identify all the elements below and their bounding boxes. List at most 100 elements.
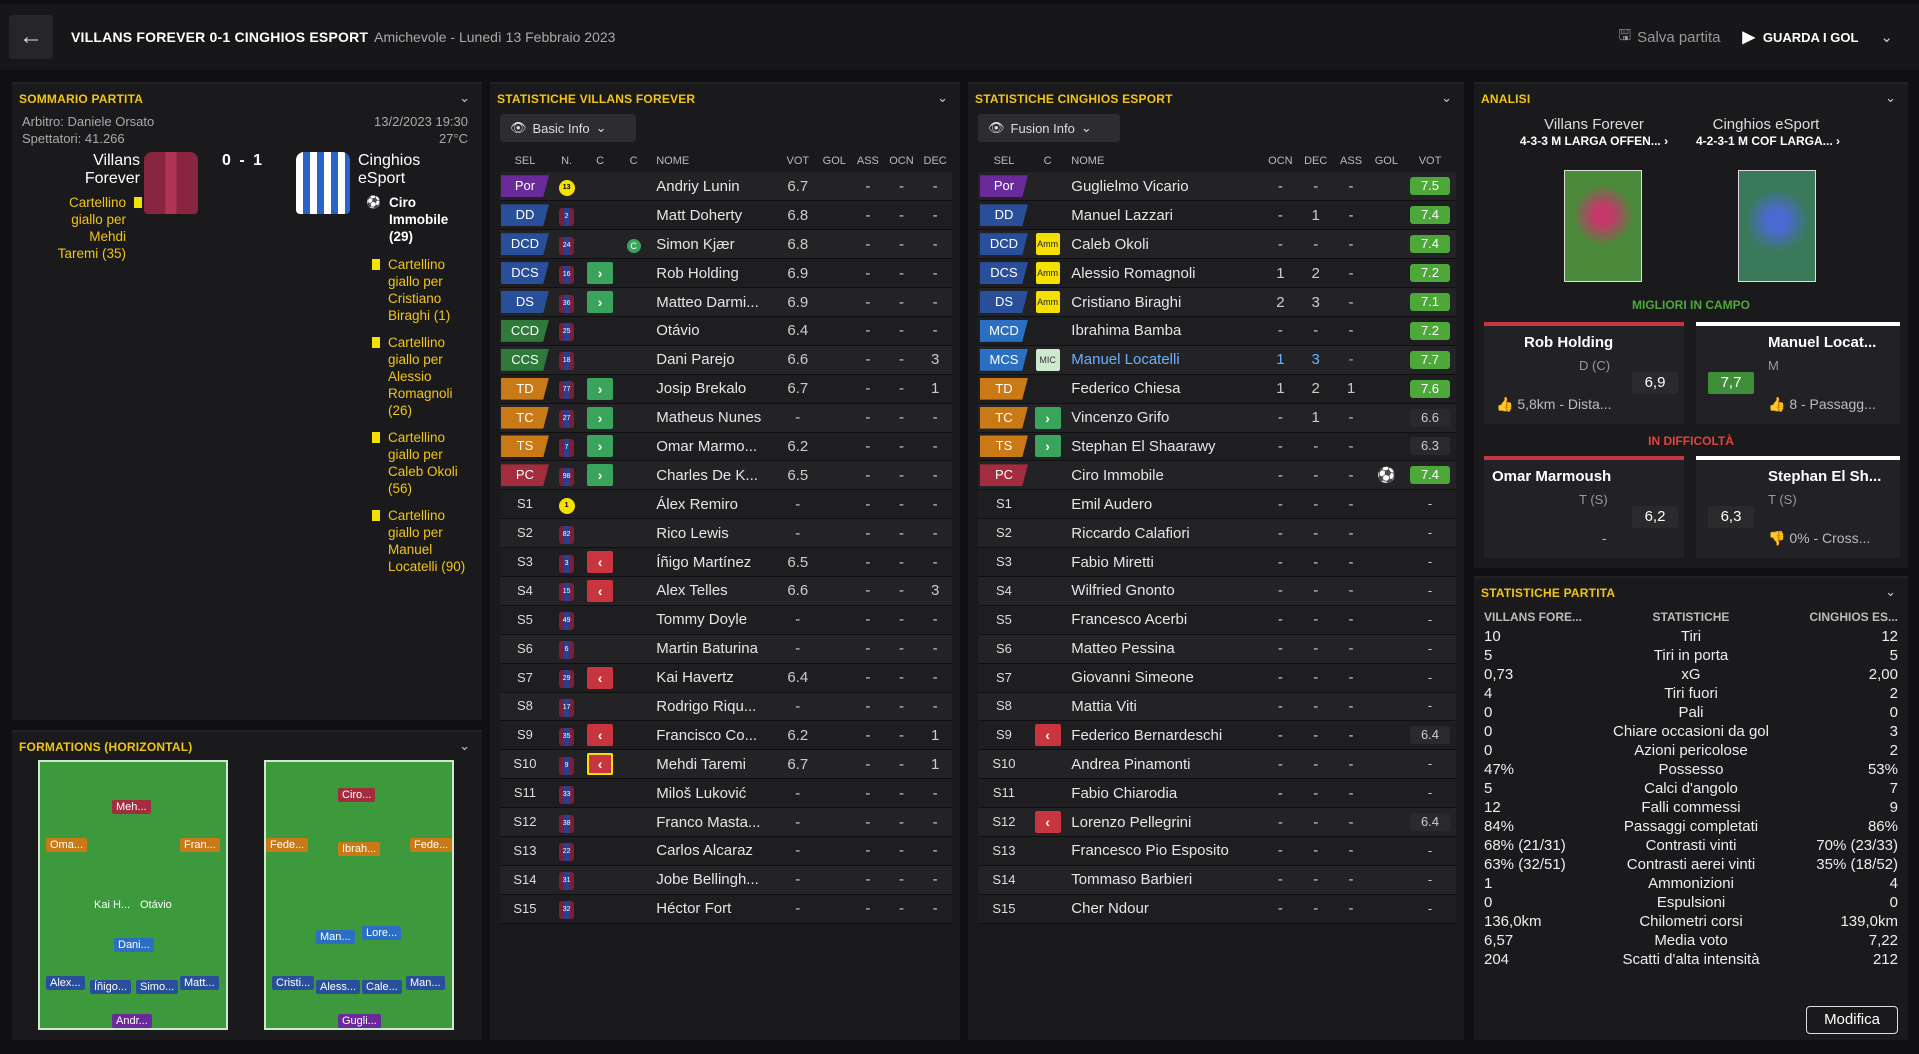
column-header[interactable]: C bbox=[596, 155, 605, 167]
table-row[interactable]: S14 Tommaso Barbieri - - - - bbox=[978, 865, 1456, 895]
table-row[interactable]: S1 Emil Audero - - - - bbox=[978, 489, 1456, 520]
table-row[interactable]: S5 49 Tommy Doyle - - - - bbox=[500, 605, 952, 635]
chevron-down-icon[interactable]: ⌄ bbox=[459, 90, 470, 105]
table-row[interactable]: TD 77 › Josip Brekalo 6.7- -1 bbox=[500, 374, 952, 404]
chevron-down-icon[interactable]: ⌄ bbox=[1880, 29, 1893, 46]
table-row[interactable]: CCS 18 Dani Parejo 6.6- -3 bbox=[500, 345, 952, 375]
player-name[interactable]: Cristiano Biraghi bbox=[1065, 287, 1263, 317]
player-name[interactable]: Francesco Acerbi bbox=[1065, 605, 1263, 635]
player-name[interactable]: Ibrahima Bamba bbox=[1065, 316, 1263, 346]
table-row[interactable]: S2 Riccardo Calafiori - - - - bbox=[978, 518, 1456, 549]
player-marker[interactable]: Oma... bbox=[46, 838, 88, 852]
column-header[interactable]: VOT bbox=[786, 155, 810, 167]
player-name[interactable]: Emil Audero bbox=[1065, 489, 1263, 520]
player-name[interactable]: Álex Remiro bbox=[650, 489, 779, 520]
table-row[interactable]: S8 Mattia Viti - - - - bbox=[978, 692, 1456, 722]
player-marker[interactable]: Lore... bbox=[362, 926, 402, 940]
player-marker[interactable]: Man... bbox=[316, 930, 355, 944]
table-row[interactable]: MCD Ibrahima Bamba - - -7.2 bbox=[978, 316, 1456, 346]
table-row[interactable]: S11 Fabio Chiarodia - - - - bbox=[978, 778, 1456, 809]
player-marker[interactable]: Man... bbox=[406, 976, 445, 990]
player-name[interactable]: Mehdi Taremi bbox=[650, 749, 779, 780]
table-row[interactable]: S5 Francesco Acerbi - - - - bbox=[978, 605, 1456, 635]
player-name[interactable]: Rico Lewis bbox=[650, 518, 779, 549]
column-header[interactable]: OCN bbox=[889, 155, 914, 167]
player-marker[interactable]: Fran... bbox=[180, 838, 220, 852]
table-row[interactable]: DCD Amm Caleb Okoli - - -7.4 bbox=[978, 229, 1456, 260]
player-name[interactable]: Federico Bernardeschi bbox=[1065, 720, 1263, 751]
player-marker[interactable]: Kai H... bbox=[94, 899, 131, 911]
table-row[interactable]: S2 82 Rico Lewis - - - - bbox=[500, 518, 952, 549]
worst-away-card[interactable]: Stephan El Sh... T (S) 6,3 👎 0% - Cross.… bbox=[1696, 456, 1900, 558]
table-row[interactable]: S9 ‹ Federico Bernardeschi - - -6.4 bbox=[978, 720, 1456, 751]
table-row[interactable]: DS Amm Cristiano Biraghi 2 3- 7.1 bbox=[978, 287, 1456, 317]
player-name[interactable]: Caleb Okoli bbox=[1065, 229, 1263, 260]
player-marker[interactable]: Ibrah... bbox=[338, 842, 381, 856]
player-name[interactable]: Dani Parejo bbox=[650, 345, 779, 375]
table-row[interactable]: S7 29 ‹ Kai Havertz 6.4- - - bbox=[500, 663, 952, 693]
table-row[interactable]: S11 33 Miloš Luković - - - - bbox=[500, 778, 952, 809]
table-row[interactable]: S13 22 Carlos Alcaraz - - - - bbox=[500, 836, 952, 866]
player-name[interactable]: Charles De K... bbox=[650, 460, 779, 491]
player-name[interactable]: Wilfried Gnonto bbox=[1065, 576, 1263, 606]
column-header[interactable]: SEL bbox=[993, 155, 1015, 167]
column-header[interactable]: N. bbox=[561, 155, 573, 167]
player-name[interactable]: Alex Telles bbox=[650, 576, 779, 606]
player-marker[interactable]: Matt... bbox=[180, 976, 219, 990]
column-header[interactable]: C bbox=[1043, 155, 1052, 167]
info-dropdown[interactable]: 👁 Basic Info ⌄ bbox=[500, 114, 636, 142]
player-name[interactable]: Lorenzo Pellegrini bbox=[1065, 807, 1263, 837]
player-name[interactable]: Francisco Co... bbox=[650, 720, 779, 751]
table-row[interactable]: DD Manuel Lazzari -1-7.4 bbox=[978, 200, 1456, 231]
worst-home-card[interactable]: Omar Marmoush T (S) 6,2 - bbox=[1484, 456, 1684, 558]
player-marker[interactable]: Ciro... bbox=[338, 788, 376, 802]
table-row[interactable]: S15 32 Héctor Fort - - - - bbox=[500, 894, 952, 924]
table-row[interactable]: DD 2 Matt Doherty 6.8- - - bbox=[500, 200, 952, 231]
table-row[interactable]: DS 36 › Matteo Darmi... 6.9- - - bbox=[500, 287, 952, 317]
table-row[interactable]: S3 3 ‹ Íñigo Martínez 6.5- - - bbox=[500, 547, 952, 577]
column-header[interactable]: C bbox=[629, 155, 638, 167]
player-name[interactable]: Josip Brekalo bbox=[650, 374, 779, 404]
player-name[interactable]: Matheus Nunes bbox=[650, 403, 779, 433]
column-header[interactable]: DEC bbox=[923, 155, 947, 167]
player-marker[interactable]: Alex... bbox=[46, 976, 85, 990]
table-row[interactable]: DCD 24 C Simon Kjær 6.8- - - bbox=[500, 229, 952, 260]
player-name[interactable]: Francesco Pio Esposito bbox=[1065, 836, 1263, 866]
column-header[interactable]: OCN bbox=[1268, 155, 1293, 167]
table-row[interactable]: Por 13 Andriy Lunin 6.7- - - bbox=[500, 172, 952, 202]
table-row[interactable]: TC 27 › Matheus Nunes - - - - bbox=[500, 403, 952, 433]
chevron-down-icon[interactable]: ⌄ bbox=[1885, 584, 1896, 599]
chevron-down-icon[interactable]: ⌄ bbox=[937, 90, 948, 105]
table-row[interactable]: TC › Vincenzo Grifo -1-6.6 bbox=[978, 403, 1456, 433]
table-row[interactable]: S6 6 Martin Baturina - - - - bbox=[500, 634, 952, 664]
table-row[interactable]: S9 35 ‹ Francisco Co... 6.2- -1 bbox=[500, 720, 952, 751]
player-name[interactable]: Guglielmo Vicario bbox=[1065, 172, 1263, 202]
player-name[interactable]: Tommy Doyle bbox=[650, 605, 779, 635]
table-row[interactable]: PC 98 › Charles De K... 6.5- - - bbox=[500, 460, 952, 491]
column-header[interactable]: ASS bbox=[856, 155, 879, 167]
column-header[interactable]: GOL bbox=[1374, 155, 1398, 167]
player-marker[interactable]: Dani... bbox=[114, 938, 154, 952]
player-name[interactable]: Mattia Viti bbox=[1065, 692, 1263, 722]
player-name[interactable]: Giovanni Simeone bbox=[1065, 663, 1263, 693]
best-home-card[interactable]: Rob Holding D (C) 6,9 👍 5,8km - Dista... bbox=[1484, 322, 1684, 424]
player-marker[interactable]: Aless... bbox=[316, 980, 361, 994]
best-away-card[interactable]: Manuel Locat... M 7,7 👍 8 - Passagg... bbox=[1696, 322, 1900, 424]
player-name[interactable]: Franco Masta... bbox=[650, 807, 779, 837]
player-name[interactable]: Federico Chiesa bbox=[1065, 374, 1263, 404]
column-header[interactable]: ASS bbox=[1340, 155, 1363, 167]
table-row[interactable]: S4 Wilfried Gnonto - - - - bbox=[978, 576, 1456, 606]
player-name[interactable]: Miloš Luković bbox=[650, 778, 779, 809]
player-name[interactable]: Ciro Immobile bbox=[1065, 460, 1263, 491]
column-header[interactable]: DEC bbox=[1304, 155, 1328, 167]
chevron-down-icon[interactable]: ⌄ bbox=[459, 738, 470, 753]
info-dropdown[interactable]: 👁 Fusion Info ⌄ bbox=[978, 114, 1120, 142]
table-row[interactable]: S4 15 ‹ Alex Telles 6.6- -3 bbox=[500, 576, 952, 606]
table-row[interactable]: S10 9 ‹ Mehdi Taremi 6.7- -1 bbox=[500, 749, 952, 780]
player-name[interactable]: Andrea Pinamonti bbox=[1065, 749, 1263, 780]
player-name[interactable]: Jobe Bellingh... bbox=[650, 865, 779, 895]
player-name[interactable]: Matteo Darmi... bbox=[650, 287, 779, 317]
column-header[interactable]: NOME bbox=[656, 155, 690, 167]
player-marker[interactable]: Andr... bbox=[112, 1014, 152, 1028]
player-marker[interactable]: Otávio bbox=[140, 899, 172, 911]
